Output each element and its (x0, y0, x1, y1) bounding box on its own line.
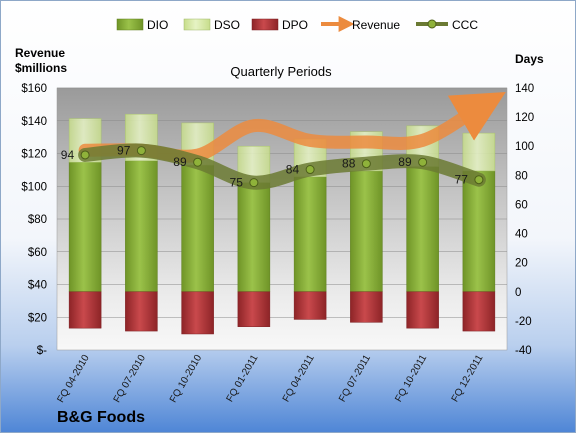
legend-dpo-swatch (251, 18, 279, 31)
ccc-line (78, 143, 486, 190)
ccc-data-label: 75 (230, 176, 244, 190)
x-axis-tick-label: FQ 12-2011 (450, 353, 486, 404)
right-axis-title: Days (515, 52, 544, 66)
ccc-point (249, 178, 259, 188)
x-axis-tick-label: FQ 10-2010 (168, 353, 204, 405)
ccc-point (193, 157, 203, 167)
ccc-data-label: 88 (342, 157, 356, 171)
chart-subtitle: Quarterly Periods (230, 64, 332, 79)
ccc-data-labels: 94 97 89 75 84 88 89 77 (61, 144, 468, 190)
dpo-bar (350, 291, 383, 323)
ccc-point (418, 157, 428, 167)
left-axis-tick-label: $100 (21, 181, 47, 193)
x-axis-tick-label: FQ 07-2010 (112, 353, 148, 405)
x-axis-tick-label: FQ 10-2011 (393, 353, 429, 404)
left-axis-tick-label: $60 (28, 247, 47, 259)
left-axis-tick-label: $80 (28, 214, 47, 226)
x-axis-tick-label: FQ 04-2011 (281, 353, 317, 404)
ccc-data-label: 89 (398, 155, 412, 169)
ccc-point (136, 146, 146, 156)
ccc-point (361, 159, 371, 169)
right-axis-tick-label: -40 (515, 345, 532, 357)
right-axis-tick-label: 20 (515, 258, 528, 270)
dio-bar (125, 160, 158, 293)
left-axis-title-line2: $millions (15, 61, 67, 75)
right-axis-tick-label: 100 (515, 141, 534, 153)
legend-dso-label: DSO (214, 18, 240, 32)
left-axis-tick-label: $140 (21, 116, 47, 128)
legend: DIO DSO DPO Revenue CCC (116, 16, 478, 32)
right-axis-tick-label: 40 (515, 229, 528, 241)
dpo-bar (125, 291, 158, 332)
left-axis-tick-label: $160 (21, 83, 47, 95)
dio-bar (237, 182, 271, 293)
ccc-data-label: 77 (455, 173, 469, 187)
dpo-bar (68, 291, 102, 329)
left-axis-tick-label: $40 (28, 280, 47, 292)
legend-dio-swatch (116, 18, 144, 31)
legend-revenue-label: Revenue (352, 18, 400, 32)
ccc-data-label: 89 (173, 155, 187, 169)
x-axis-tick-label: FQ 01-2011 (225, 353, 261, 404)
ccc-point (80, 150, 90, 160)
ccc-data-label: 97 (117, 144, 131, 158)
right-axis-tick-label: -20 (515, 316, 532, 328)
dio-bar (68, 161, 102, 293)
left-axis-tick-label: $120 (21, 149, 47, 161)
x-axis-tick-label: FQ 07-2011 (337, 353, 373, 404)
right-axis-tick-label: 120 (515, 112, 534, 124)
left-axis-ticks: $160 $140 $120 $100 $80 $60 $40 $20 $- (21, 83, 47, 357)
right-axis-tick-label: 60 (515, 199, 528, 211)
x-axis-ticks: FQ 04-2010 FQ 07-2010 FQ 10-2010 FQ 01-2011… (56, 353, 486, 405)
dio-bar (293, 176, 327, 293)
left-axis-tick-label: $- (37, 345, 47, 357)
left-axis-title-line1: Revenue (15, 46, 65, 60)
ccc-point (474, 175, 484, 185)
left-axis-tick-label: $20 (28, 312, 47, 324)
dio-bar (181, 164, 214, 293)
legend-dio-label: DIO (147, 18, 168, 32)
legend-dso-swatch (183, 18, 211, 31)
lines (78, 91, 506, 190)
legend-dpo-label: DPO (282, 18, 308, 32)
dio-bar (462, 170, 496, 293)
x-axis-tick-label: FQ 04-2010 (56, 353, 92, 405)
right-axis-tick-label: 140 (515, 83, 534, 95)
dpo-bar (237, 291, 271, 327)
right-axis-tick-label: 80 (515, 170, 528, 182)
dpo-bar (462, 291, 496, 332)
legend-ccc-label: CCC (452, 18, 478, 32)
right-axis-tick-label: 0 (515, 287, 521, 299)
right-axis-ticks: 140 120 100 80 60 40 20 0 -20 -40 (515, 83, 534, 357)
dpo-bar (293, 291, 327, 320)
ccc-data-label: 84 (286, 163, 300, 177)
dso-bar (462, 132, 496, 172)
dpo-bar (181, 291, 214, 335)
dpo-bar (406, 291, 439, 329)
ccc-data-label: 94 (61, 148, 75, 162)
ccc-point (305, 165, 315, 175)
dio-bar (406, 166, 439, 293)
legend-ccc-marker (427, 19, 437, 29)
company-name: B&G Foods (57, 409, 145, 426)
dio-bar (350, 170, 383, 293)
